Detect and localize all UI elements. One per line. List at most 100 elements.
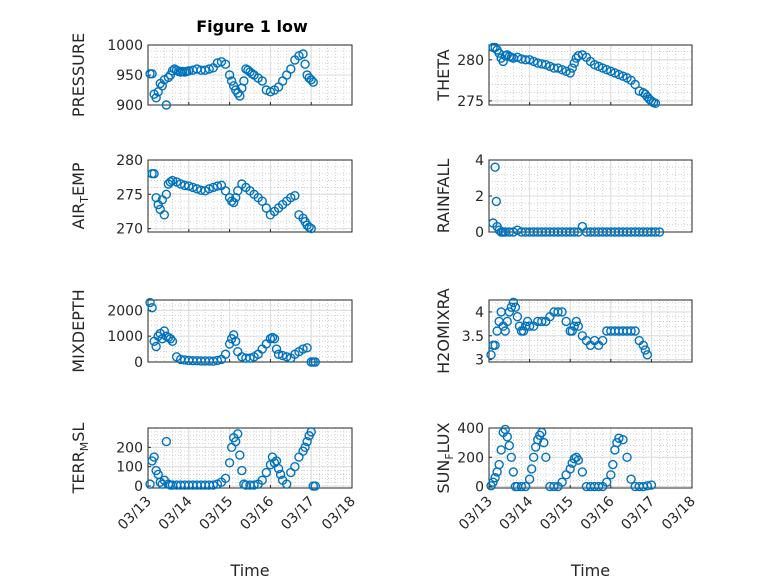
data-point [226, 76, 237, 86]
data-point [145, 479, 155, 489]
data-point [310, 357, 320, 367]
data-point [273, 463, 284, 474]
data-point [184, 181, 194, 191]
subplot-pressure: 900 950 1000 PRESSURE [69, 33, 353, 117]
data-point [565, 464, 575, 474]
data-point [290, 462, 300, 472]
data-point [161, 100, 172, 110]
subplot-terr-msl: 0 100 200 03/13 03/14 03/15 03/16 03/17 03/18 Tim… [69, 423, 359, 580]
data-point [561, 316, 571, 327]
data-point [145, 297, 155, 308]
data-point [630, 326, 640, 336]
data-point [626, 326, 636, 336]
y-tick-label: 0 [475, 480, 484, 496]
data-point [224, 70, 235, 80]
data-point [257, 475, 267, 485]
data-point [526, 464, 537, 474]
axes-background [489, 428, 692, 488]
data-point [490, 473, 500, 483]
data-point [498, 56, 508, 67]
data-point [298, 344, 308, 354]
data-point [157, 81, 167, 91]
y-axis-label-subscript: M [78, 442, 91, 452]
data-point [516, 481, 527, 492]
data-point [151, 341, 161, 352]
x-tick-label: 03/16 [237, 493, 277, 533]
y-tick-label: 270 [116, 222, 143, 238]
data-point [161, 436, 172, 447]
figure-title: Figure 1 low [196, 17, 308, 36]
data-point [204, 64, 214, 74]
data-point [302, 343, 312, 353]
data-point [151, 93, 161, 103]
data-point [506, 452, 517, 462]
data-point [512, 311, 523, 322]
axes-frame [488, 299, 693, 363]
x-tick-label: 03/18 [659, 494, 699, 534]
data-point [269, 334, 280, 344]
data-point [502, 432, 512, 442]
data-point [622, 452, 632, 462]
data-point [247, 69, 257, 79]
data-point [220, 349, 231, 359]
x-axis-label: Time [570, 561, 610, 580]
data-point [577, 467, 588, 477]
data-point [282, 352, 292, 362]
data-point [261, 467, 272, 478]
y-tick-label: 4 [475, 305, 484, 321]
data-point [165, 177, 176, 187]
subplot-air-temp: 270 275 280 AIRTEMP [69, 153, 353, 238]
data-point [618, 435, 628, 445]
data-point [147, 303, 157, 313]
y-axis-label: SUNFLUX [434, 422, 456, 493]
y-tick-label: 280 [116, 153, 143, 169]
data-point [608, 459, 618, 470]
data-point [490, 162, 500, 172]
y-axis-label: PRESSURE [69, 33, 88, 117]
y-tick-label: 0 [134, 479, 143, 495]
axes-frame [488, 44, 693, 106]
y-tick-label: 4 [475, 153, 484, 169]
y-tick-label: 275 [457, 94, 484, 110]
data-point [159, 210, 170, 220]
data-point [231, 336, 241, 347]
data-point [537, 316, 547, 327]
y-tick-label: 900 [116, 98, 143, 114]
data-point [308, 77, 318, 87]
y-tick-label: 1000 [107, 329, 143, 345]
data-point [654, 227, 665, 237]
axes-frame [147, 427, 353, 489]
data-point [504, 440, 514, 451]
data-point [306, 427, 316, 437]
data-point [524, 474, 535, 484]
data-point [271, 344, 282, 354]
data-point [602, 477, 612, 487]
data-point [520, 481, 531, 492]
data-point [638, 340, 648, 351]
data-point [302, 436, 312, 447]
y-tick-label: 280 [457, 53, 484, 69]
data-point [212, 355, 223, 366]
data-point [233, 186, 243, 196]
subplot-h2omixra: 3 3.5 4 H2OMIXRA [434, 288, 693, 374]
data-point [165, 334, 176, 344]
y-tick-label: 200 [116, 440, 143, 456]
y-tick-label: 400 [457, 421, 484, 437]
data-point [630, 79, 640, 90]
data-point [522, 316, 533, 327]
data-point [537, 427, 547, 438]
data-point [508, 297, 519, 308]
y-tick-label: 275 [116, 187, 143, 203]
y-tick-label: 2000 [107, 303, 143, 319]
y-axis-label: AIRTEMP [69, 162, 91, 229]
y-tick-label: 1000 [107, 38, 143, 54]
data-point [149, 452, 159, 462]
x-tick-label: 03/14 [497, 493, 537, 533]
y-tick-label: 950 [116, 68, 143, 84]
data-point [220, 59, 231, 69]
data-point [257, 76, 267, 86]
y-tick-label: 3.5 [462, 329, 484, 345]
data-point [235, 450, 245, 460]
